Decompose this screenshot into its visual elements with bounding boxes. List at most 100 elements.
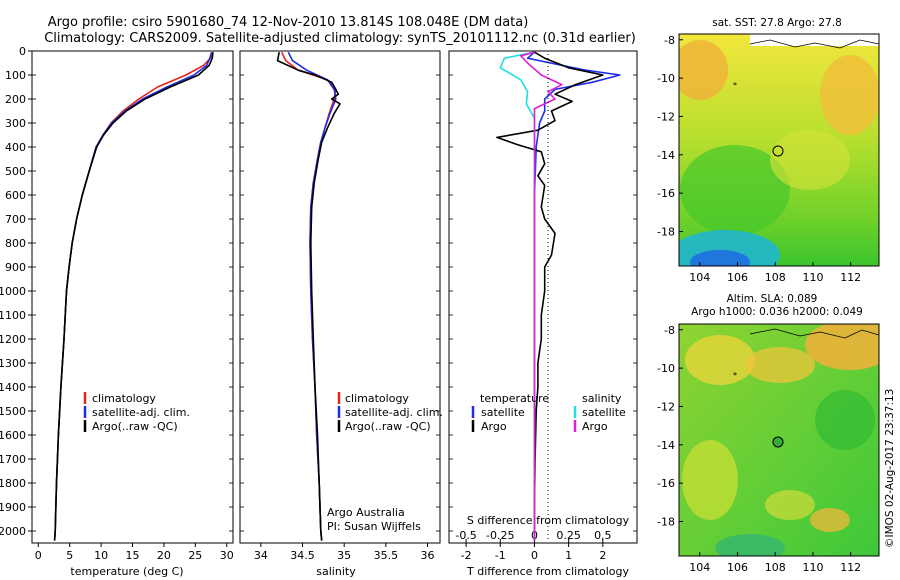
- legend-label-temp-argo: Argo: [481, 420, 507, 433]
- sla-patch: [682, 440, 738, 520]
- series-line-temperature-argo: [496, 51, 604, 541]
- legend-label-sal-satellite: satellite: [582, 406, 626, 419]
- map-x-tick-label: 112: [840, 561, 861, 574]
- salinity-xlabel: salinity: [316, 565, 356, 578]
- x-tick-label: 10: [94, 549, 108, 562]
- depth-tick-label: 1200: [0, 333, 26, 346]
- sst-patch: [770, 130, 850, 190]
- depth-tick-label: 1700: [0, 453, 26, 466]
- sla-patch: [765, 490, 815, 520]
- legend-label-argo: Argo(..raw -QC): [92, 420, 178, 433]
- map-x-tick-label: 112: [840, 271, 861, 284]
- salinity-panel: [239, 50, 441, 544]
- imos-timestamp: ©IMOS 02-Aug-2017 23:37:13: [884, 389, 896, 548]
- x-tick-label: 20: [157, 549, 171, 562]
- x-tick-label: -2: [461, 549, 472, 562]
- map-x-tick-label: 104: [689, 561, 710, 574]
- depth-tick-label: 0: [19, 45, 26, 58]
- s-difference-label: S difference from climatology: [467, 514, 630, 527]
- x-tick-label: 15: [126, 549, 140, 562]
- x-tick-label: 0.5: [594, 529, 612, 542]
- sst-warm-patch: [679, 40, 728, 100]
- temperature-panel: [31, 50, 234, 544]
- depth-tick-label: 1500: [0, 405, 26, 418]
- sst-coastline: [749, 39, 879, 49]
- legend-label-climatology: climatology: [345, 392, 409, 405]
- x-tick-label: 34: [254, 549, 268, 562]
- sst-island-marker: *: [733, 81, 737, 90]
- sst-map: *: [679, 34, 879, 266]
- x-tick-label: 30: [220, 549, 234, 562]
- depth-tick-label: 1000: [0, 285, 26, 298]
- difference-legend: temperature salinity satellite Argo sate…: [471, 392, 626, 433]
- sla-high-patch: [745, 347, 815, 383]
- sla-map-title-line2: Argo h1000: 0.036 h2000: 0.049: [691, 306, 863, 318]
- sla-island-marker: *: [733, 371, 737, 380]
- map-x-tick-label: 108: [765, 271, 786, 284]
- x-tick-label: 35: [337, 549, 351, 562]
- sst-cold-patch: [690, 250, 750, 266]
- sst-cool-patch: [680, 145, 790, 235]
- sst-land-mask: [750, 34, 879, 46]
- sst-map-title: sat. SST: 27.8 Argo: 27.8: [712, 17, 842, 29]
- depth-tick-label: 200: [5, 93, 26, 106]
- salinity-legend: climatology satellite-adj. clim. Argo(..…: [337, 392, 443, 433]
- map-x-tick-label: 110: [802, 271, 823, 284]
- depth-tick-label: 800: [5, 237, 26, 250]
- legend-label-climatology: climatology: [92, 392, 156, 405]
- sla-map-title-line1: Altim. SLA: 0.089: [727, 293, 818, 305]
- sla-coastline: [749, 328, 879, 339]
- depth-tick-label: 1300: [0, 357, 26, 370]
- sla-patch: [810, 508, 850, 532]
- sla-map-axes: 104 106 108 110 112 -8 -10 -12 -14 -16 -18: [657, 324, 861, 574]
- sst-map-frame: [678, 33, 880, 267]
- depth-tick-label: 2000: [0, 525, 26, 538]
- x-tick-label: -0.25: [486, 529, 514, 542]
- temperature-series: [53, 51, 214, 541]
- x-tick-label: 5: [66, 549, 73, 562]
- depth-tick-label: 400: [5, 141, 26, 154]
- sla-map: *: [679, 324, 879, 556]
- map-y-tick-label: -12: [657, 110, 675, 123]
- temperature-legend: climatology satellite-adj. clim. Argo(..…: [83, 392, 190, 433]
- argo-location-marker: [772, 145, 784, 157]
- depth-axis: 0 100 200 300 400 500 600 700 800 900 1000 1100 1200…: [0, 45, 637, 538]
- map-x-tick-label: 110: [802, 561, 823, 574]
- figure-title-line2: Climatology: CARS2009. Satellite-adjuste…: [44, 31, 636, 46]
- depth-tick-label: 1100: [0, 309, 26, 322]
- sst-map-axes: 104 106 108 110 112 -8 -10 -12 -14 -16 -18: [657, 34, 861, 284]
- depth-tick-label: 1400: [0, 381, 26, 394]
- argo-location-marker: [772, 436, 784, 448]
- sla-high-patch: [805, 324, 879, 370]
- map-y-tick-label: -14: [657, 439, 675, 452]
- depth-tick-label: 500: [5, 165, 26, 178]
- sla-map-frame: [678, 323, 880, 557]
- legend-label-satellite: satellite-adj. clim.: [92, 406, 190, 419]
- map-x-tick-label: 104: [689, 271, 710, 284]
- credit-institution: Argo Australia: [327, 506, 405, 519]
- legend-label-sal-argo: Argo: [582, 420, 608, 433]
- depth-tick-label: 1600: [0, 429, 26, 442]
- map-x-tick-label: 108: [765, 561, 786, 574]
- x-tick-label: -0.5: [455, 529, 476, 542]
- legend-label-satellite: satellite-adj. clim.: [345, 406, 443, 419]
- sla-high-patch: [685, 335, 755, 385]
- sla-low-patch: [815, 390, 875, 450]
- map-y-tick-label: -10: [657, 72, 675, 85]
- x-tick-label: 35.5: [374, 549, 399, 562]
- x-tick-label: 34.5: [290, 549, 315, 562]
- temperature-xlabel: temperature (deg C): [70, 565, 183, 578]
- depth-tick-label: 700: [5, 213, 26, 226]
- x-tick-label: 1: [565, 549, 572, 562]
- depth-tick-label: 1800: [0, 477, 26, 490]
- depth-tick-label: 300: [5, 117, 26, 130]
- map-x-tick-label: 106: [727, 271, 748, 284]
- map-y-tick-label: -16: [657, 477, 675, 490]
- sla-low-patch: [715, 534, 785, 556]
- credit-pi: PI: Susan Wijffels: [327, 520, 421, 533]
- series-line-argo-raw-qc-: [276, 52, 341, 541]
- map-x-tick-label: 106: [727, 561, 748, 574]
- legend-title-temperature: temperature: [480, 392, 549, 405]
- legend-title-salinity: salinity: [582, 392, 622, 405]
